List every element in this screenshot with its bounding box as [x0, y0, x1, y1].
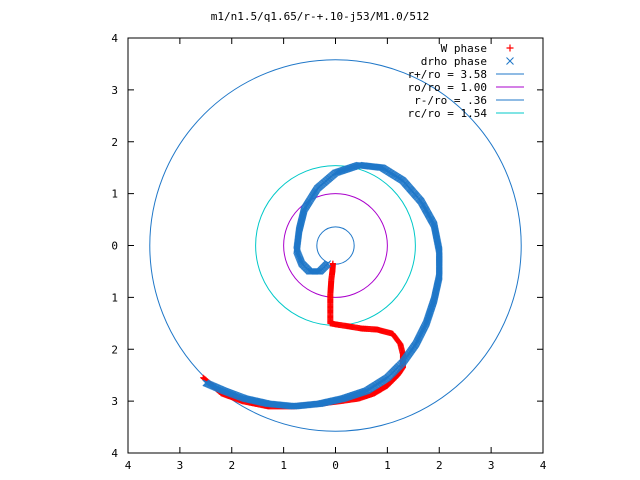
legend-label: drho phase: [421, 55, 487, 68]
x-tick-label: 2: [228, 459, 235, 472]
series-1-point: [202, 379, 210, 387]
x-tick-label: 1: [280, 459, 287, 472]
circle-series: [149, 59, 522, 432]
series-circle-3: [283, 193, 388, 298]
legend-swatch-0: [506, 44, 514, 52]
y-tick-label: 4: [111, 32, 118, 45]
legend-label: r+/ro = 3.58: [408, 68, 487, 81]
x-tick-label: 3: [177, 459, 184, 472]
y-tick-label: 1: [111, 291, 118, 304]
chart-title: m1/n1.5/q1.65/r-+.10-j53/M1.0/512: [211, 10, 430, 23]
legend-label: r-/ro = .36: [414, 94, 487, 107]
y-tick-label: 1: [111, 188, 118, 201]
x-tick-label: 4: [540, 459, 547, 472]
y-tick-label: 2: [111, 343, 118, 356]
x-tick-label: 3: [488, 459, 495, 472]
legend-label: rc/ro = 1.54: [408, 107, 488, 120]
series-circle-4: [316, 226, 355, 265]
point-series: [200, 161, 443, 410]
x-tick-label: 0: [332, 459, 339, 472]
y-tick-label: 0: [111, 240, 118, 253]
series-circle-5: [255, 165, 416, 326]
y-tick-label: 3: [111, 395, 118, 408]
series-circle-2: [149, 59, 522, 432]
x-tick-label: 2: [436, 459, 443, 472]
legend-swatch-1: [506, 57, 514, 65]
x-tick-label: 1: [384, 459, 391, 472]
legend-label: W phase: [441, 42, 487, 55]
y-tick-label: 3: [111, 84, 118, 97]
y-tick-label: 4: [111, 447, 118, 460]
y-tick-label: 2: [111, 136, 118, 149]
x-tick-label: 4: [125, 459, 132, 472]
legend-label: ro/ro = 1.00: [408, 81, 487, 94]
